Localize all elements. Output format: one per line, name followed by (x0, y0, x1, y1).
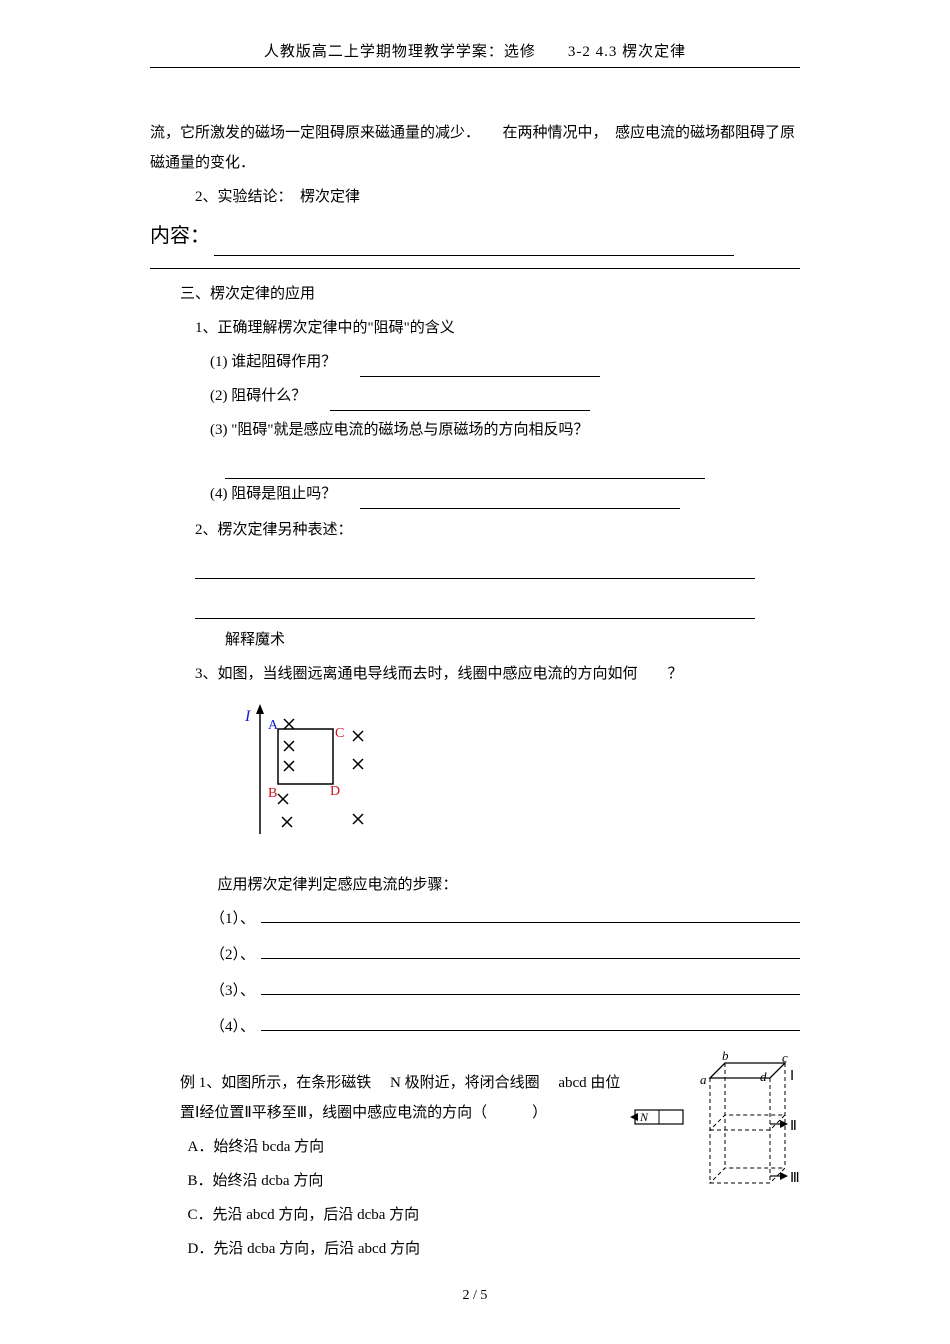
label-D: D (330, 784, 340, 799)
label-A: A (268, 718, 279, 733)
question-4: (4) 阻碍是阻止吗？ (150, 479, 800, 509)
blank-line (195, 561, 755, 579)
question-1: (1) 谁起阻碍作用？ (150, 347, 800, 377)
blank-wrap (150, 589, 800, 619)
paragraph-flow: 流，它所激发的磁场一定阻碍原来磁通量的减少． 在两种情况中， 感应电流的磁场都阻… (150, 118, 800, 178)
content-label-row: 内容： (150, 216, 800, 256)
step-label: （1）、 (210, 904, 255, 934)
q4-text: (4) 阻碍是阻止吗？ (210, 486, 336, 502)
label-N: N (639, 1110, 649, 1124)
q1-text: (1) 谁起阻碍作用？ (210, 354, 336, 370)
question-2: (2) 阻碍什么？ (150, 381, 800, 411)
page-footer: 2 / 5 (150, 1288, 800, 1304)
q2-text: (2) 阻碍什么？ (210, 388, 306, 404)
label-I: Ⅰ (790, 1069, 794, 1084)
label-C: C (335, 726, 344, 741)
label-c: c (782, 1050, 788, 1065)
step-4: （4）、 (150, 1012, 800, 1042)
blank-full-line (150, 268, 800, 269)
step-1: （1）、 (150, 904, 800, 934)
step-label: （2）、 (210, 940, 255, 970)
diagram-svg: I A C B D (240, 699, 410, 849)
step-label: （3）、 (210, 976, 255, 1006)
blank-line (261, 944, 800, 959)
step-3: （3）、 (150, 976, 800, 1006)
diagram-wire-coil: I A C B D (240, 699, 800, 860)
section-3-title: 三、楞次定律的应用 (150, 279, 800, 309)
blank-line (225, 461, 705, 479)
page-header: 人教版高二上学期物理教学学案：选修 3-2 4.3 楞次定律 (150, 40, 800, 68)
label-a: a (700, 1072, 707, 1087)
question-3: (3) "阻碍"就是感应电流的磁场总与原磁场的方向相反吗？ (150, 415, 800, 445)
magic-label: 解释魔术 (150, 625, 800, 655)
label-d: d (760, 1069, 767, 1084)
label-B: B (268, 786, 277, 801)
item-3-1: 1、正确理解楞次定律中的"阻碍"的含义 (150, 313, 800, 343)
blank-line (330, 393, 590, 411)
item-3-3: 3、如图，当线圈远离通电导线而去时，线圈中感应电流的方向如何 ？ (150, 659, 800, 689)
diagram2-svg: N b c a d Ⅰ Ⅱ (630, 1048, 800, 1208)
blank-line (261, 908, 800, 923)
step-label: （4）、 (210, 1012, 255, 1042)
blank-wrap (150, 549, 800, 579)
option-d: D．先沿 dcba 方向，后沿 abcd 方向 (150, 1234, 800, 1264)
blank-line (261, 1016, 800, 1031)
label-III: Ⅲ (790, 1171, 800, 1186)
item-conclusion: 2、实验结论： 楞次定律 (150, 182, 800, 212)
content-label: 内容： (150, 216, 210, 256)
diagram-magnet-coil: N b c a d Ⅰ Ⅱ (630, 1048, 800, 1219)
label-b: b (722, 1048, 729, 1063)
steps-title: 应用楞次定律判定感应电流的步骤： (150, 870, 800, 900)
blank-line (195, 601, 755, 619)
step-2: （2）、 (150, 940, 800, 970)
blank-line (360, 491, 680, 509)
content-body: 流，它所激发的磁场一定阻碍原来磁通量的减少． 在两种情况中， 感应电流的磁场都阻… (150, 118, 800, 1264)
q3-blank-wrap (150, 449, 800, 479)
label-I: I (244, 708, 251, 725)
label-II: Ⅱ (790, 1119, 797, 1134)
blank-line (360, 359, 600, 377)
item-3-2: 2、楞次定律另种表述： (150, 515, 800, 545)
blank-line (261, 980, 800, 995)
blank-line (214, 238, 734, 256)
